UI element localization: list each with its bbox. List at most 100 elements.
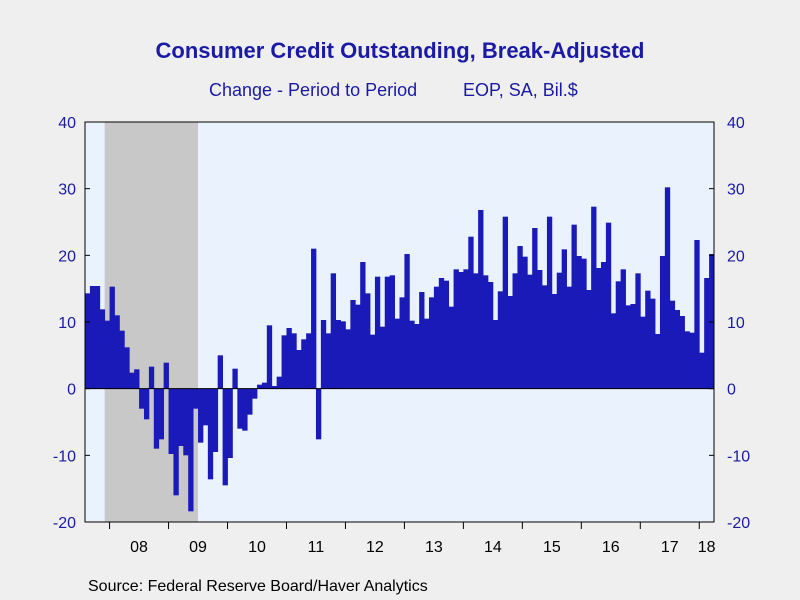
- bar: [512, 273, 518, 389]
- bar: [198, 388, 204, 443]
- bar: [625, 305, 631, 389]
- bar: [276, 376, 282, 389]
- y-tick-label-right: 30: [727, 182, 745, 199]
- bar: [458, 272, 464, 389]
- bar: [463, 269, 469, 389]
- bar: [252, 388, 258, 399]
- x-tick-label: 14: [484, 539, 502, 556]
- x-tick-label: 18: [698, 539, 716, 556]
- bar: [694, 240, 700, 389]
- bar: [114, 315, 120, 389]
- bar: [153, 388, 160, 449]
- x-tick-label: 16: [602, 539, 620, 556]
- bar: [414, 324, 420, 389]
- bar: [527, 274, 533, 389]
- bar: [168, 388, 174, 454]
- bar: [193, 388, 199, 409]
- y-tick-label-right: 20: [727, 248, 745, 265]
- bar: [438, 278, 445, 389]
- bar: [306, 333, 312, 389]
- bar: [360, 262, 366, 389]
- bar: [148, 366, 155, 389]
- bar: [207, 388, 214, 480]
- bar: [119, 330, 125, 389]
- bar: [281, 335, 287, 389]
- bar: [173, 388, 179, 496]
- bar: [556, 272, 563, 389]
- bar: [650, 298, 656, 389]
- bar: [286, 328, 292, 389]
- bar: [227, 388, 233, 458]
- x-tick-label: 15: [543, 539, 561, 556]
- bar: [311, 248, 317, 389]
- bar: [315, 388, 322, 440]
- bar: [104, 320, 110, 389]
- bar: [178, 388, 184, 446]
- y-tick-label-left: -10: [53, 448, 76, 465]
- y-tick-label-right: 40: [727, 115, 745, 132]
- bar: [571, 224, 577, 389]
- y-tick-label-right: 0: [727, 382, 736, 399]
- bar: [635, 273, 641, 389]
- bar: [404, 254, 410, 389]
- bar: [163, 362, 169, 389]
- bar: [345, 329, 351, 389]
- bar: [109, 286, 115, 389]
- bar: [242, 388, 248, 431]
- y-tick-label-left: -20: [53, 515, 76, 532]
- bar: [478, 210, 484, 389]
- bar: [605, 222, 612, 389]
- y-tick-label-right: -20: [727, 515, 750, 532]
- y-tick-label-right: -10: [727, 448, 750, 465]
- bar: [502, 216, 509, 389]
- x-tick-label: 08: [130, 539, 148, 556]
- bar: [522, 256, 528, 389]
- chart-subtitle-left: Change - Period to Period: [209, 80, 418, 100]
- bar: [645, 290, 651, 389]
- bar: [655, 334, 661, 389]
- chart-title: Consumer Credit Outstanding, Break-Adjus…: [155, 38, 645, 63]
- bar: [340, 321, 346, 389]
- bar: [350, 300, 356, 389]
- bar: [384, 276, 391, 389]
- bar: [217, 355, 223, 389]
- bar: [99, 309, 106, 389]
- bar: [129, 372, 135, 389]
- bar: [89, 286, 96, 389]
- bar: [374, 276, 381, 389]
- bar: [610, 313, 617, 389]
- y-tick-label-right: 10: [727, 315, 745, 332]
- bar: [158, 388, 165, 440]
- bar: [497, 291, 504, 389]
- bar: [330, 273, 337, 389]
- bar: [704, 278, 710, 389]
- bar: [659, 256, 666, 389]
- bar: [600, 262, 607, 389]
- bar: [320, 320, 327, 389]
- bar: [124, 347, 130, 389]
- bar: [183, 388, 189, 456]
- bar: [689, 332, 695, 389]
- bar: [433, 286, 440, 389]
- bar: [394, 318, 400, 389]
- bar: [419, 292, 425, 389]
- bar: [542, 285, 548, 389]
- bar: [664, 187, 671, 389]
- bar: [468, 236, 474, 389]
- bar: [301, 339, 307, 389]
- bar: [428, 297, 435, 389]
- y-tick-label-left: 10: [58, 315, 76, 332]
- y-tick-label-left: 20: [58, 248, 76, 265]
- bar: [335, 320, 341, 389]
- bar: [409, 320, 415, 389]
- bar: [261, 382, 268, 389]
- bar: [247, 388, 253, 415]
- recession-shading: [104, 122, 199, 522]
- bar: [532, 228, 538, 389]
- bar: [355, 304, 361, 389]
- bar: [561, 249, 567, 389]
- x-tick-label: 10: [248, 539, 266, 556]
- x-tick-label: 11: [308, 539, 325, 556]
- bar: [389, 275, 395, 389]
- y-tick-label-left: 30: [58, 182, 76, 199]
